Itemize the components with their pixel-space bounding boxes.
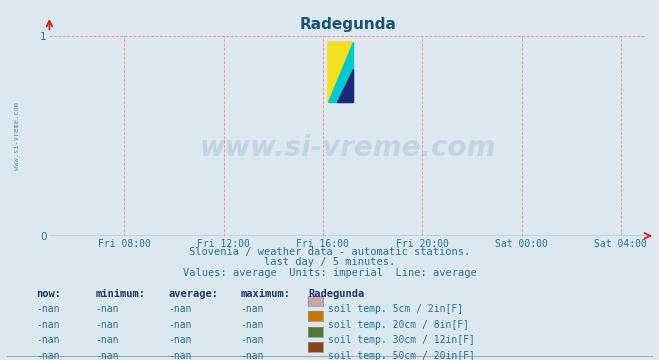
Text: minimum:: minimum: (96, 289, 146, 299)
Text: -nan: -nan (36, 320, 60, 330)
Text: -nan: -nan (36, 351, 60, 360)
Text: -nan: -nan (96, 351, 119, 360)
Text: -nan: -nan (168, 304, 192, 314)
Text: -nan: -nan (241, 304, 264, 314)
Text: -nan: -nan (96, 320, 119, 330)
Polygon shape (328, 42, 353, 102)
Polygon shape (328, 42, 353, 102)
Text: -nan: -nan (241, 351, 264, 360)
Text: -nan: -nan (168, 320, 192, 330)
Text: www.si-vreme.com: www.si-vreme.com (14, 102, 20, 170)
Text: -nan: -nan (36, 304, 60, 314)
Text: average:: average: (168, 289, 218, 299)
Text: -nan: -nan (96, 335, 119, 345)
Text: soil temp. 20cm / 8in[F]: soil temp. 20cm / 8in[F] (328, 320, 469, 330)
Text: now:: now: (36, 289, 61, 299)
Text: Slovenia / weather data - automatic stations.: Slovenia / weather data - automatic stat… (189, 247, 470, 257)
Polygon shape (337, 69, 353, 102)
Title: Radegunda: Radegunda (299, 17, 396, 32)
Text: last day / 5 minutes.: last day / 5 minutes. (264, 257, 395, 267)
Text: -nan: -nan (36, 335, 60, 345)
Text: -nan: -nan (241, 335, 264, 345)
Text: -nan: -nan (168, 351, 192, 360)
Text: www.si-vreme.com: www.si-vreme.com (200, 134, 496, 162)
Text: -nan: -nan (241, 320, 264, 330)
Text: soil temp. 50cm / 20in[F]: soil temp. 50cm / 20in[F] (328, 351, 475, 360)
Text: soil temp. 5cm / 2in[F]: soil temp. 5cm / 2in[F] (328, 304, 463, 314)
Text: maximum:: maximum: (241, 289, 291, 299)
Text: -nan: -nan (96, 304, 119, 314)
Text: Radegunda: Radegunda (308, 289, 364, 299)
Text: -nan: -nan (168, 335, 192, 345)
Text: Values: average  Units: imperial  Line: average: Values: average Units: imperial Line: av… (183, 268, 476, 278)
Text: soil temp. 30cm / 12in[F]: soil temp. 30cm / 12in[F] (328, 335, 475, 345)
